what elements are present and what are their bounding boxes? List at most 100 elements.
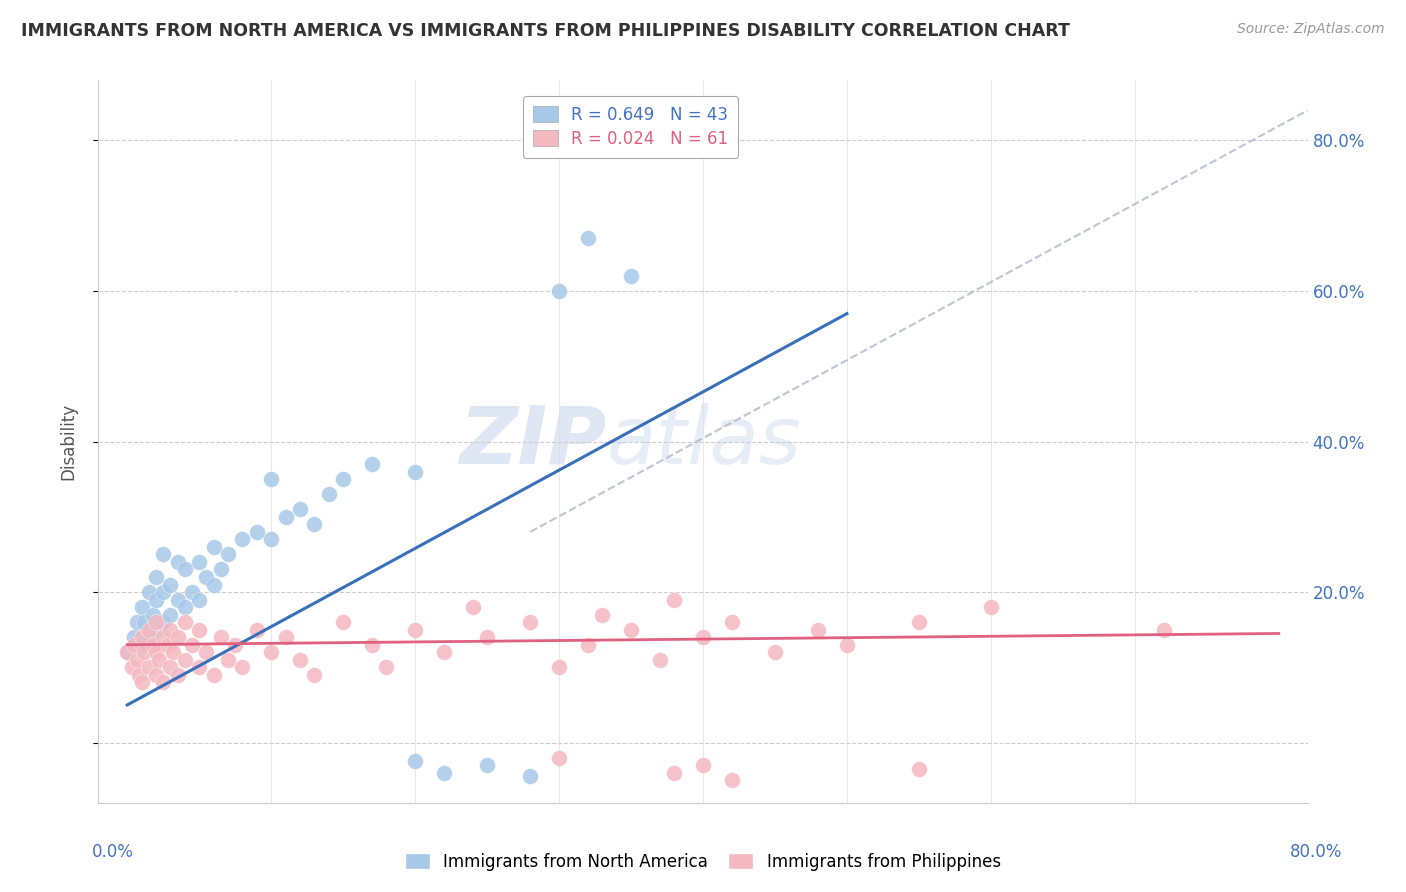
Point (692, 758, 714, 772)
Point (181, 585, 204, 599)
Point (224, 638, 246, 652)
Point (1153, 623, 1175, 637)
Point (231, 660, 253, 674)
Text: 0.0%: 0.0% (91, 843, 134, 861)
Point (304, 517, 326, 532)
Point (404, 465, 426, 479)
Point (145, 668, 167, 682)
Point (121, 660, 143, 674)
Point (288, 502, 311, 516)
Point (361, 638, 384, 652)
Text: atlas: atlas (606, 402, 801, 481)
Point (260, 533, 283, 547)
Point (138, 630, 160, 644)
Point (648, 653, 671, 667)
Point (375, 660, 398, 674)
Point (274, 509, 297, 524)
Point (461, 600, 484, 615)
Point (131, 630, 153, 644)
Point (288, 653, 311, 667)
Point (115, 645, 138, 659)
Point (142, 638, 165, 652)
Point (433, 645, 456, 659)
Point (231, 533, 253, 547)
Point (763, 645, 786, 659)
Point (332, 615, 354, 630)
Point (181, 638, 204, 652)
Point (166, 555, 188, 569)
Point (166, 592, 188, 607)
Point (908, 615, 931, 630)
Point (908, 762, 931, 776)
Point (131, 600, 153, 615)
Point (720, 615, 742, 630)
Point (138, 585, 160, 599)
Point (127, 615, 149, 630)
Point (202, 577, 225, 591)
Point (519, 615, 541, 630)
Point (188, 623, 211, 637)
Point (217, 548, 239, 562)
Point (980, 600, 1002, 615)
Legend: R = 0.649   N = 43, R = 0.024   N = 61: R = 0.649 N = 43, R = 0.024 N = 61 (523, 95, 738, 158)
Point (260, 472, 283, 486)
Point (131, 638, 153, 652)
Point (188, 555, 211, 569)
Text: ZIP: ZIP (458, 402, 606, 481)
Point (475, 758, 498, 772)
Point (318, 487, 340, 501)
Point (404, 755, 426, 769)
Point (548, 750, 571, 764)
Point (145, 645, 167, 659)
Point (173, 615, 195, 630)
Point (361, 457, 384, 471)
Y-axis label: Disability: Disability (59, 403, 77, 480)
Point (664, 765, 686, 780)
Point (475, 630, 498, 644)
Point (664, 592, 686, 607)
Point (260, 645, 283, 659)
Point (209, 562, 232, 576)
Point (166, 630, 188, 644)
Point (127, 653, 149, 667)
Point (807, 623, 830, 637)
Point (128, 668, 150, 682)
Point (246, 524, 269, 539)
Point (159, 623, 181, 637)
Point (142, 607, 165, 622)
Point (134, 615, 156, 630)
Point (173, 653, 195, 667)
Point (576, 638, 599, 652)
Point (173, 600, 195, 615)
Text: IMMIGRANTS FROM NORTH AMERICA VS IMMIGRANTS FROM PHILIPPINES DISABILITY CORRELAT: IMMIGRANTS FROM NORTH AMERICA VS IMMIGRA… (21, 22, 1070, 40)
Point (835, 638, 858, 652)
Point (620, 268, 643, 283)
Point (332, 472, 354, 486)
Text: Source: ZipAtlas.com: Source: ZipAtlas.com (1237, 22, 1385, 37)
Point (692, 630, 714, 644)
Point (152, 585, 174, 599)
Point (138, 660, 160, 674)
Point (591, 607, 613, 622)
Point (195, 645, 218, 659)
Point (548, 660, 571, 674)
Point (274, 630, 297, 644)
Point (217, 653, 239, 667)
Point (519, 769, 541, 783)
Point (152, 548, 174, 562)
Point (152, 630, 174, 644)
Point (548, 284, 571, 298)
Point (620, 623, 643, 637)
Point (134, 645, 156, 659)
Text: 80.0%: 80.0% (1291, 843, 1343, 861)
Point (576, 231, 599, 245)
Point (166, 668, 188, 682)
Point (195, 570, 218, 584)
Point (720, 773, 742, 788)
Point (202, 668, 225, 682)
Point (246, 623, 269, 637)
Point (138, 623, 160, 637)
Point (159, 607, 181, 622)
Point (115, 645, 138, 659)
Point (145, 570, 167, 584)
